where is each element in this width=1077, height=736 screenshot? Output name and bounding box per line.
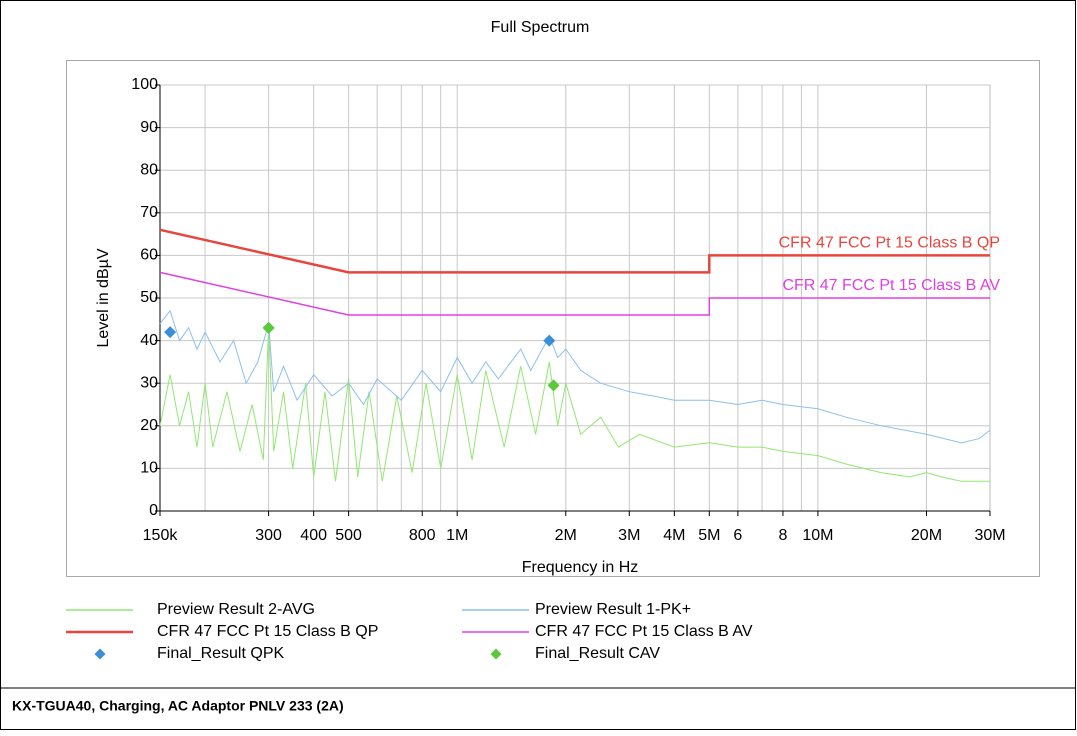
- final-result-marker: [543, 334, 556, 347]
- y-axis-label: Level in dBµV: [95, 248, 112, 347]
- legend-label: Preview Result 1-PK+: [535, 601, 691, 618]
- y-tick-label: 30: [140, 374, 158, 391]
- x-tick-label: 150k: [143, 527, 179, 544]
- x-tick-label: 20M: [911, 527, 942, 544]
- footer-text: KX-TGUA40, Charging, AC Adaptor PNLV 233…: [12, 698, 344, 714]
- x-tick-label: 6: [733, 527, 742, 544]
- legend-label: CFR 47 FCC Pt 15 Class B AV: [535, 623, 753, 640]
- x-tick-label: 2M: [555, 527, 577, 544]
- x-tick-label: 400: [300, 527, 327, 544]
- trace-line: [159, 309, 991, 444]
- y-tick-label: 80: [140, 161, 158, 178]
- x-tick-label: 5M: [698, 527, 720, 544]
- x-tick-label: 800: [409, 527, 436, 544]
- y-tick-label: 60: [140, 247, 158, 264]
- y-tick-label: 20: [140, 417, 158, 434]
- limit-label: CFR 47 FCC Pt 15 Class B QP: [779, 235, 1000, 252]
- x-tick-label: 4M: [663, 527, 685, 544]
- x-tick-label: 300: [255, 527, 282, 544]
- legend-label: Final_Result CAV: [535, 645, 660, 662]
- y-tick-label: 100: [131, 76, 158, 93]
- final-result-marker: [164, 326, 177, 339]
- legend-label: Final_Result QPK: [157, 645, 284, 662]
- trace-line: [159, 327, 990, 482]
- x-tick-label: 8: [778, 527, 787, 544]
- limit-line: [159, 228, 990, 274]
- x-tick-label: 30M: [974, 527, 1005, 544]
- legend-marker: [490, 648, 502, 660]
- limit-line: [159, 271, 990, 316]
- y-tick-label: 40: [140, 332, 158, 349]
- x-tick-label: 3M: [618, 527, 640, 544]
- y-tick-label: 70: [140, 204, 158, 221]
- y-tick-label: 50: [140, 289, 158, 306]
- y-tick-label: 90: [140, 119, 158, 136]
- x-tick-label: 500: [335, 527, 362, 544]
- final-result-marker: [262, 321, 275, 334]
- legend-marker: [94, 648, 106, 660]
- y-tick-label: 10: [140, 460, 158, 477]
- x-tick-label: 1M: [446, 527, 468, 544]
- y-tick-label: 0: [149, 502, 158, 519]
- limit-label: CFR 47 FCC Pt 15 Class B AV: [782, 277, 1000, 294]
- chart-title: Full Spectrum: [491, 19, 590, 36]
- x-axis-label: Frequency in Hz: [522, 559, 639, 576]
- legend-label: CFR 47 FCC Pt 15 Class B QP: [157, 623, 378, 640]
- final-result-marker: [547, 379, 560, 392]
- legend-label: Preview Result 2-AVG: [157, 601, 315, 618]
- x-tick-label: 10M: [802, 527, 833, 544]
